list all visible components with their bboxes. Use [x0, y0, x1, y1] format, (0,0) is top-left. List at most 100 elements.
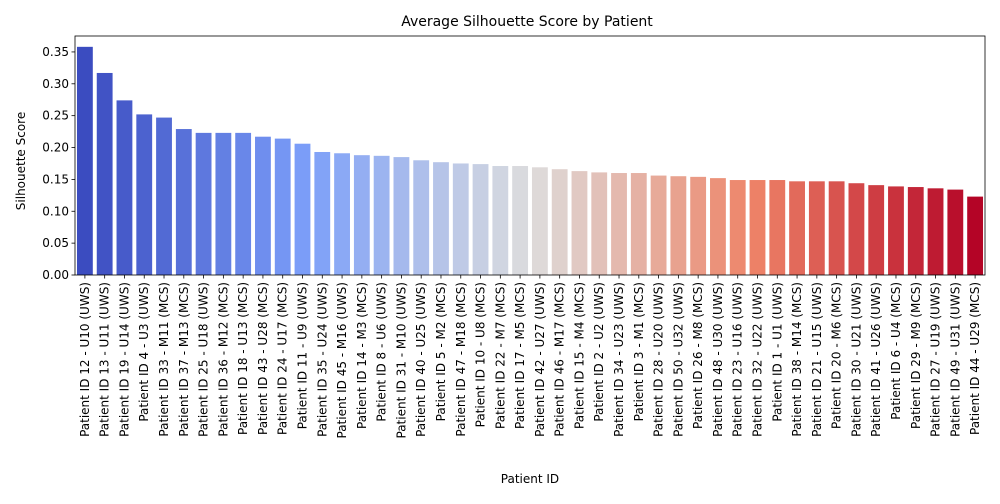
x-tick-label: Patient ID 30 - U21 (UWS)	[849, 282, 863, 437]
x-tick-label: Patient ID 20 - M6 (MCS)	[830, 282, 844, 429]
x-tick-label: Patient ID 15 - M4 (MCS)	[572, 282, 586, 429]
bar	[76, 46, 93, 275]
bar	[136, 114, 153, 275]
x-tick-label: Patient ID 42 - U27 (UWS)	[533, 282, 547, 437]
x-tick-label: Patient ID 33 - M11 (MCS)	[157, 282, 171, 437]
x-tick-label: Patient ID 50 - U32 (UWS)	[671, 282, 685, 437]
x-tick-label: Patient ID 14 - M3 (MCS)	[355, 282, 369, 429]
bar	[670, 176, 687, 275]
x-tick-label: Patient ID 22 - M7 (MCS)	[493, 282, 507, 429]
x-tick-label: Patient ID 29 - M9 (MCS)	[909, 282, 923, 429]
bar	[848, 183, 865, 275]
x-tick-label: Patient ID 48 - U30 (UWS)	[711, 282, 725, 437]
bar	[393, 157, 410, 275]
bar	[789, 181, 805, 275]
bar	[472, 164, 489, 275]
bar	[611, 173, 627, 275]
y-tick-label: 0.35	[42, 45, 69, 59]
bar	[888, 186, 904, 275]
x-tick-label: Patient ID 12 - U10 (UWS)	[78, 282, 92, 437]
x-tick-label: Patient ID 27 - U19 (UWS)	[929, 282, 943, 437]
x-tick-label: Patient ID 38 - M14 (MCS)	[790, 282, 804, 437]
x-tick-label: Patient ID 2 - U2 (UWS)	[592, 282, 606, 422]
bar	[492, 166, 509, 275]
x-tick-label: Patient ID 23 - U16 (UWS)	[731, 282, 745, 437]
bar	[353, 155, 370, 275]
y-tick-label: 0.25	[42, 109, 69, 123]
x-tick-label: Patient ID 25 - U18 (UWS)	[197, 282, 211, 437]
bar	[274, 138, 291, 275]
x-tick-label: Patient ID 41 - U26 (UWS)	[869, 282, 883, 437]
x-tick-label: Patient ID 19 - U14 (UWS)	[117, 282, 131, 437]
bar	[314, 151, 331, 275]
bar	[215, 132, 232, 275]
chart-title: Average Silhouette Score by Patient	[401, 14, 653, 30]
bar	[947, 189, 964, 275]
y-axis-label: Silhouette Score	[14, 112, 28, 210]
x-tick-label: Patient ID 28 - U20 (UWS)	[652, 282, 666, 437]
bar	[531, 167, 548, 275]
x-tick-label: Patient ID 47 - M18 (MCS)	[454, 282, 468, 437]
bar	[255, 136, 271, 275]
x-tick-label: Patient ID 43 - U28 (MCS)	[256, 282, 270, 435]
bar	[235, 132, 252, 275]
bar	[710, 178, 726, 275]
bar	[828, 181, 845, 275]
y-tick-label: 0.15	[42, 172, 69, 186]
bar	[690, 176, 707, 275]
x-tick-label: Patient ID 3 - M1 (MCS)	[632, 282, 646, 421]
bar	[749, 180, 766, 275]
x-tick-label: Patient ID 32 - U22 (UWS)	[751, 282, 765, 437]
y-tick-label: 0.00	[42, 268, 69, 282]
x-tick-label: Patient ID 34 - U23 (UWS)	[612, 282, 626, 437]
x-axis: Patient ID 12 - U10 (UWS) Patient ID 13 -…	[78, 275, 982, 439]
x-tick-label: Patient ID 18 - U13 (MCS)	[236, 282, 250, 435]
x-tick-label: Patient ID 45 - M16 (UWS)	[335, 282, 349, 439]
x-tick-label: Patient ID 24 - U17 (MCS)	[276, 282, 290, 435]
x-tick-label: Patient ID 8 - U6 (UWS)	[375, 282, 389, 422]
bar	[96, 72, 113, 275]
x-axis-label: Patient ID	[501, 472, 559, 486]
x-tick-label: Patient ID 46 - M17 (MCS)	[553, 282, 567, 437]
bar	[413, 160, 430, 275]
y-tick-label: 0.30	[42, 77, 69, 91]
bar	[175, 129, 192, 275]
bar	[868, 185, 885, 275]
x-tick-label: Patient ID 17 - M5 (MCS)	[513, 282, 527, 429]
x-tick-label: Patient ID 1 - U1 (UWS)	[770, 282, 784, 422]
bar	[927, 188, 944, 275]
plot-frame	[74, 35, 986, 276]
x-tick-label: Patient ID 6 - U4 (MCS)	[889, 282, 903, 420]
x-tick-label: Patient ID 44 - U29 (MCS)	[968, 282, 982, 435]
x-tick-label: Patient ID 10 - U8 (MCS)	[474, 282, 488, 427]
bar	[551, 169, 568, 275]
x-tick-label: Patient ID 31 - M10 (UWS)	[394, 282, 408, 439]
x-tick-label: Patient ID 37 - M13 (MCS)	[177, 282, 191, 437]
bar	[433, 162, 449, 275]
x-tick-label: Patient ID 5 - M2 (MCS)	[434, 282, 448, 421]
y-tick-label: 0.10	[42, 204, 69, 218]
bar	[156, 117, 172, 275]
bar	[591, 172, 608, 275]
bar	[452, 163, 469, 275]
bar	[769, 180, 786, 275]
bar	[729, 180, 746, 275]
x-tick-label: Patient ID 26 - M8 (MCS)	[691, 282, 705, 429]
bar	[195, 132, 212, 275]
bar	[967, 196, 984, 275]
x-tick-label: Patient ID 4 - U3 (UWS)	[137, 282, 151, 422]
x-tick-label: Patient ID 49 - U31 (UWS)	[948, 282, 962, 437]
bar	[116, 100, 133, 275]
x-tick-label: Patient ID 40 - U25 (UWS)	[414, 282, 428, 437]
y-axis: 0.00 0.05 0.10 0.15 0.20 0.25 0.30 0.35	[42, 45, 75, 282]
bar	[808, 181, 825, 275]
bar	[294, 143, 311, 275]
x-tick-label: Patient ID 11 - U9 (UWS)	[296, 282, 310, 429]
bar	[907, 187, 924, 275]
x-tick-label: Patient ID 35 - U24 (UWS)	[315, 282, 329, 437]
bar	[373, 155, 390, 275]
bar	[512, 166, 529, 275]
bar	[630, 173, 647, 275]
